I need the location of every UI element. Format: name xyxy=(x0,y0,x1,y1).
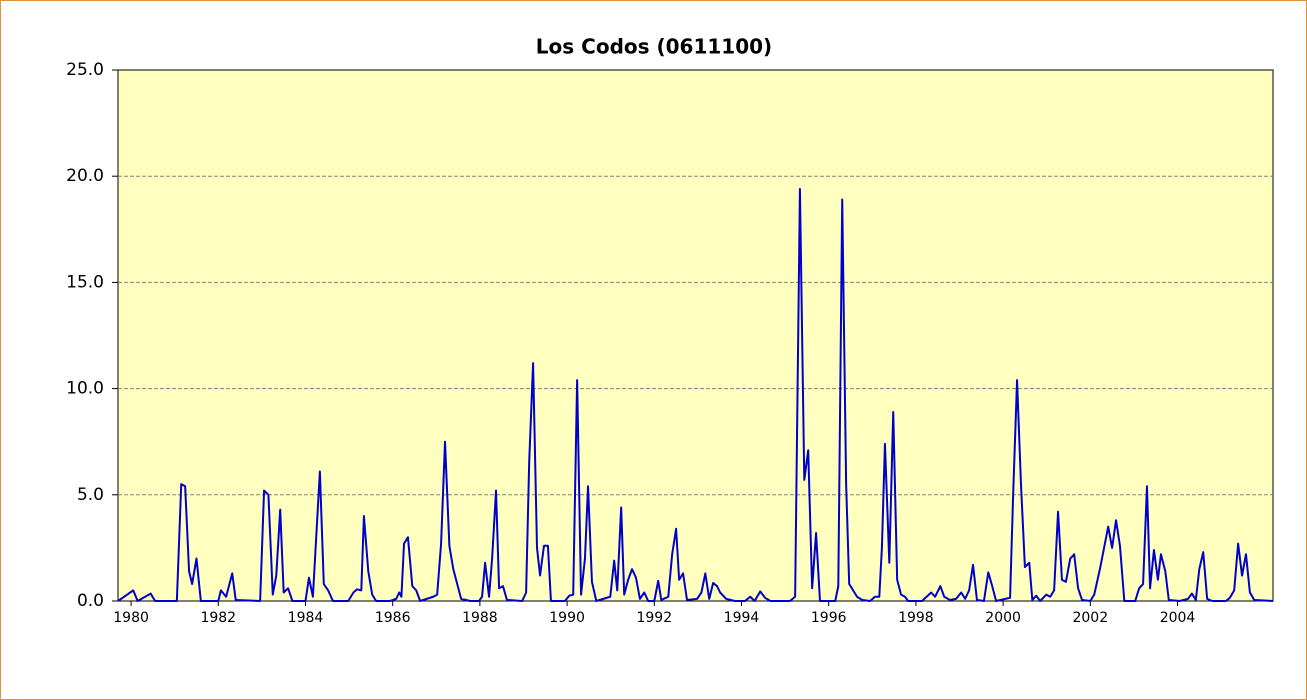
y-tick-label: 10.0 xyxy=(66,379,104,399)
x-tick-label: 1986 xyxy=(375,610,411,626)
x-tick-label: 1996 xyxy=(811,610,847,626)
x-tick-label: 2002 xyxy=(1072,610,1108,626)
x-tick-label: 2004 xyxy=(1160,610,1196,626)
x-tick-label: 1982 xyxy=(200,610,236,626)
chart-title: Los Codos (0611100) xyxy=(536,35,772,59)
y-tick-label: 25.0 xyxy=(66,60,104,80)
x-tick-label: 1994 xyxy=(724,610,760,626)
x-tick-label: 1990 xyxy=(549,610,585,626)
y-tick-label: 20.0 xyxy=(66,166,104,186)
y-tick-label: 0.0 xyxy=(77,591,104,611)
plot-area xyxy=(117,69,1274,602)
x-tick-label: 1998 xyxy=(898,610,934,626)
x-tick-label: 1988 xyxy=(462,610,498,626)
data-line xyxy=(117,187,1274,602)
x-tick-label: 1980 xyxy=(113,610,149,626)
x-tick-label: 1984 xyxy=(288,610,324,626)
y-tick-label: 5.0 xyxy=(77,485,104,505)
x-tick-label: 1992 xyxy=(636,610,672,626)
y-tick-label: 15.0 xyxy=(66,272,104,292)
x-tick-label: 2000 xyxy=(985,610,1021,626)
